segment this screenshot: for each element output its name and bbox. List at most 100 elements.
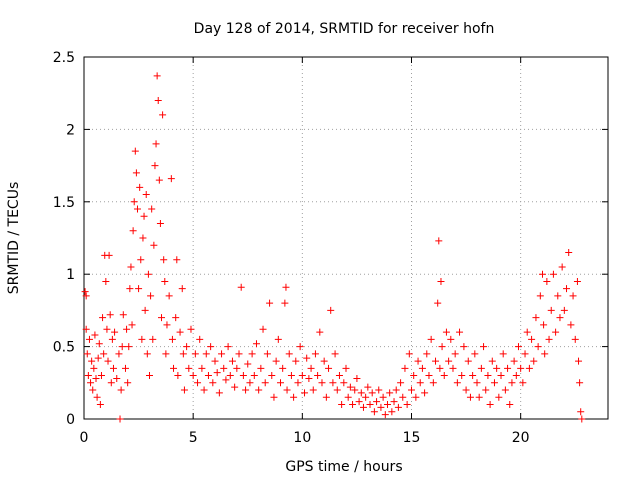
data-point [102,277,110,285]
data-point [486,401,494,409]
data-point [552,328,560,336]
data-point [390,398,398,406]
x-tick-label: 10 [293,430,311,446]
data-point [189,372,197,380]
x-tick-label: 20 [512,430,530,446]
data-point [366,401,374,409]
data-point [93,393,101,401]
data-point [523,328,531,336]
data-point [143,350,151,358]
data-point [194,379,202,387]
data-point [161,277,169,285]
data-point [209,379,217,387]
data-point [92,374,100,382]
data-point [88,357,96,365]
data-point [168,335,176,343]
data-point [257,364,265,372]
data-point [277,379,284,387]
data-point [179,350,187,358]
data-point [381,411,389,419]
data-point [447,335,455,343]
data-point [338,401,346,409]
data-point [116,415,124,423]
data-point [473,379,481,387]
data-point [563,285,571,293]
data-point [87,379,95,387]
data-point [129,227,137,235]
data-point [204,372,212,380]
data-point [469,372,477,380]
chart-title: Day 128 of 2014, SRMTID for receiver hof… [194,21,495,37]
data-point [153,72,161,80]
data-point [126,285,134,293]
data-point [556,314,564,322]
data-point [429,379,437,387]
data-point [131,147,139,155]
data-point [510,357,518,365]
data-point [416,379,424,387]
data-point [154,96,162,104]
y-tick-label: 1.5 [53,195,75,211]
data-point [577,408,585,416]
data-point [359,403,367,411]
data-point [296,343,304,351]
data-point [128,321,136,329]
data-point [170,364,178,372]
data-point [147,292,155,300]
data-point [130,198,138,206]
data-point [576,379,584,387]
data-point [504,364,512,372]
data-point [117,386,125,394]
data-point [146,372,153,380]
data-point [167,175,175,183]
data-point [364,383,372,391]
data-point [250,372,258,380]
data-point [142,191,150,199]
y-tick-label: 1 [66,267,75,283]
data-points [81,72,586,423]
data-point [373,398,381,406]
data-point [506,401,514,409]
data-point [176,328,184,336]
data-point [105,251,113,259]
plot-frame [83,56,609,420]
data-point [514,343,522,351]
data-point [281,299,289,307]
data-point [132,169,140,177]
data-point [274,335,282,343]
data-point [484,372,492,380]
data-point [490,379,498,387]
data-point [84,372,92,380]
data-point [311,350,319,358]
data-point [213,369,221,377]
data-point [211,357,219,365]
data-point [125,343,133,351]
data-point [218,350,226,358]
data-point [477,364,485,372]
data-point [351,386,359,394]
x-axis-label: GPS time / hours [285,459,402,475]
data-point [106,311,114,319]
data-point [283,386,291,394]
data-point [133,205,141,213]
data-point [89,386,97,394]
y-tick-label: 0 [66,412,75,428]
data-point [228,357,236,365]
data-point [392,386,400,394]
data-point [152,140,160,148]
data-point [383,401,391,409]
data-point [355,398,363,406]
data-point [124,379,132,387]
data-point [224,343,232,351]
y-tick-label: 2 [66,122,75,138]
data-point [96,401,104,409]
data-point [150,241,158,249]
data-point [340,379,348,387]
data-point [226,372,234,380]
data-point [139,234,147,242]
data-point [83,350,91,358]
data-point [99,314,107,322]
y-axis-label: SRMTID / TECUs [6,182,22,295]
data-point [94,354,102,362]
data-point [90,364,98,372]
